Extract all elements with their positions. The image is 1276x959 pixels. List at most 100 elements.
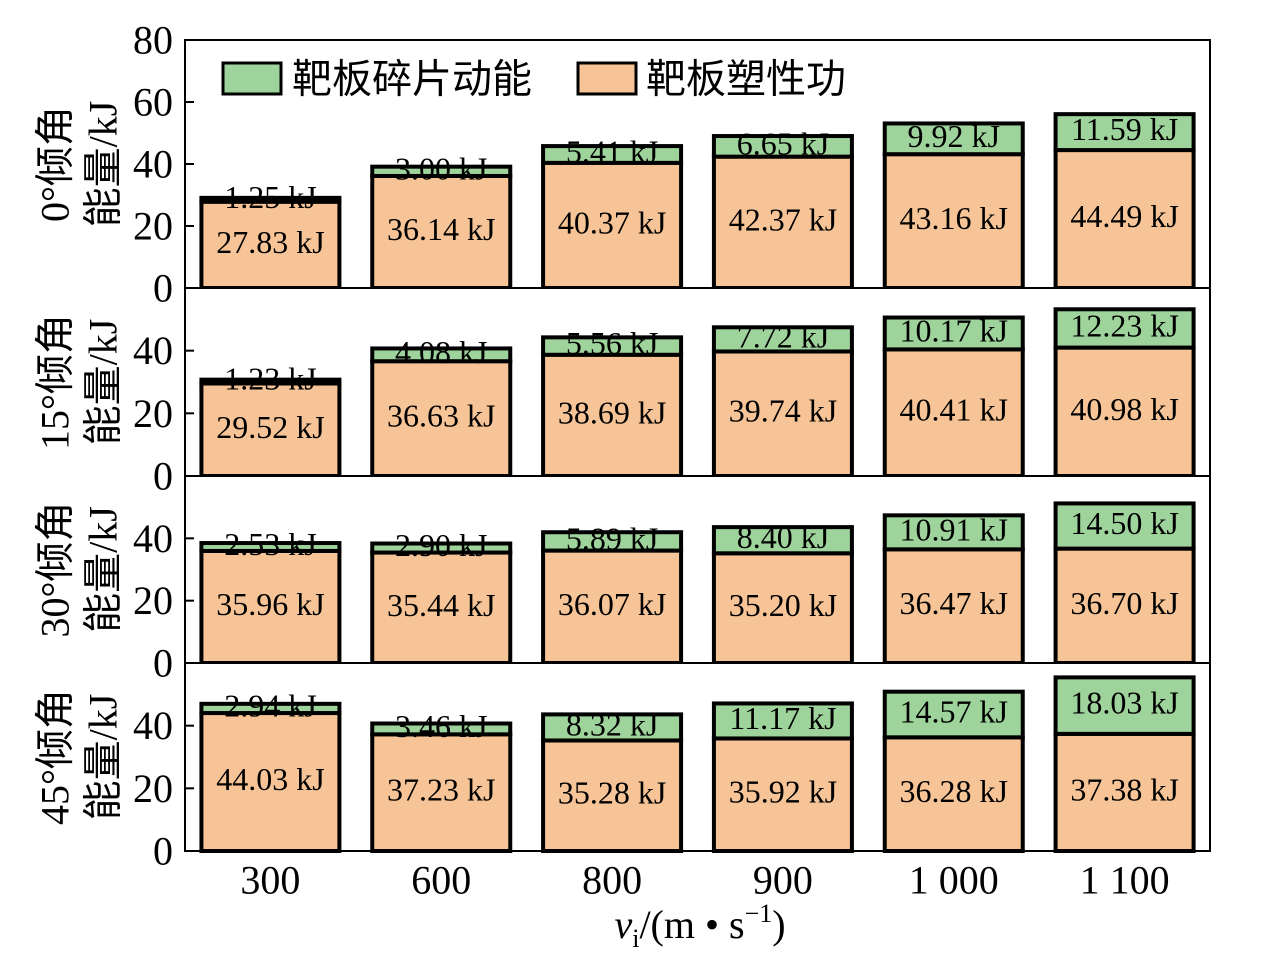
legend-label-plastic-work: 靶板塑性功 xyxy=(646,57,846,102)
panel-3-frame xyxy=(184,662,1211,852)
panel-0-data-label-plastic-work-5: 44.49 kJ xyxy=(1070,198,1178,234)
panel-3-data-label-plastic-work-5: 37.38 kJ xyxy=(1070,771,1178,807)
panel-0-bar-plastic-work-2 xyxy=(541,160,684,290)
panel-2-bar-plastic-work-0 xyxy=(199,548,342,666)
panel-0-bar-fragment-kinetic-energy-0 xyxy=(199,195,342,204)
panel-0-bar-fragment-kinetic-energy-4 xyxy=(882,121,1025,157)
panel-1-data-label-fragment-kinetic-energy-3: 7.72 kJ xyxy=(737,318,829,354)
panel-1-data-label-fragment-kinetic-energy-1: 4.08 kJ xyxy=(395,334,487,370)
panel-3-data-label-fragment-kinetic-energy-5: 18.03 kJ xyxy=(1070,685,1178,721)
panel-0-ylabel-line-1: 0°倾角 xyxy=(33,106,78,222)
xtick-label-1: 600 xyxy=(411,858,471,903)
panel-1-ylabel-line-1: 15°倾角 xyxy=(33,314,78,450)
panel-2-bar-fragment-kinetic-energy-5 xyxy=(1053,501,1196,551)
legend-label-fragment-kinetic-energy: 靶板碎片动能 xyxy=(292,57,532,102)
panel-3-data-label-plastic-work-0: 44.03 kJ xyxy=(216,761,324,797)
panel-3-data-label-plastic-work-4: 36.28 kJ xyxy=(900,773,1008,809)
panel-3-data-label-fragment-kinetic-energy-3: 11.17 kJ xyxy=(729,700,836,736)
panel-3-data-label-fragment-kinetic-energy-0: 2.94 kJ xyxy=(224,687,316,723)
panel-1-data-label-fragment-kinetic-energy-5: 12.23 kJ xyxy=(1070,307,1178,343)
panel-0-data-label-plastic-work-4: 43.16 kJ xyxy=(900,200,1008,236)
panel-2-ytick-label-40: 40 xyxy=(133,516,173,561)
panel-2-data-label-fragment-kinetic-energy-4: 10.91 kJ xyxy=(900,511,1008,547)
panel-0-bar-fragment-kinetic-energy-5 xyxy=(1053,112,1196,153)
panel-2-data-label-plastic-work-1: 35.44 kJ xyxy=(387,587,495,623)
panel-0-background xyxy=(185,40,1210,288)
panel-1-bar-fragment-kinetic-energy-5 xyxy=(1053,307,1196,350)
panel-2-data-label-plastic-work-4: 36.47 kJ xyxy=(900,585,1008,621)
panel-2-ylabel-line-1: 30°倾角 xyxy=(33,502,78,638)
panel-2-ytick-label-20: 20 xyxy=(133,578,173,623)
xtick-label-5: 1 100 xyxy=(1080,858,1170,903)
panel-1-data-label-fragment-kinetic-energy-0: 1.23 kJ xyxy=(224,361,316,397)
panel-1-bar-fragment-kinetic-energy-4 xyxy=(882,315,1025,352)
panel-2-bar-fragment-kinetic-energy-3 xyxy=(711,525,854,556)
panel-1-ytick-label-20: 20 xyxy=(133,391,173,436)
panel-3-ylabel-line-1: 45°倾角 xyxy=(33,689,78,825)
panel-2-data-label-fragment-kinetic-energy-1: 2.90 kJ xyxy=(395,527,487,563)
panel-3-data-label-fragment-kinetic-energy-2: 8.32 kJ xyxy=(566,706,658,742)
panel-1-bar-fragment-kinetic-energy-3 xyxy=(711,325,854,354)
xtick-label-2: 800 xyxy=(582,858,642,903)
panel-0-data-label-plastic-work-2: 40.37 kJ xyxy=(558,204,666,240)
x-axis-title-unit: /(m • s xyxy=(639,902,744,947)
panel-1-data-label-fragment-kinetic-energy-2: 5.56 kJ xyxy=(566,325,658,361)
panel-3-bar-fragment-kinetic-energy-4 xyxy=(882,689,1025,740)
panel-1-bar-plastic-work-5 xyxy=(1053,345,1196,479)
panel-3-bar-fragment-kinetic-energy-5 xyxy=(1053,675,1196,736)
panel-1-bar-fragment-kinetic-energy-1 xyxy=(370,346,513,364)
panel-3-bar-fragment-kinetic-energy-1 xyxy=(370,721,513,737)
panel-1-ytick-label-0: 0 xyxy=(153,454,173,499)
panel-2-data-label-fragment-kinetic-energy-2: 5.89 kJ xyxy=(566,520,658,556)
panel-3-ytick-label-20: 20 xyxy=(133,766,173,811)
panel-2-background xyxy=(185,476,1210,663)
panel-0-ytick-label-80: 80 xyxy=(133,18,173,63)
panel-0-bar-fragment-kinetic-energy-3 xyxy=(711,134,854,159)
panel-2-data-label-fragment-kinetic-energy-5: 14.50 kJ xyxy=(1070,505,1178,541)
xtick-label-0: 300 xyxy=(240,858,300,903)
panel-1-bar-plastic-work-3 xyxy=(711,349,854,478)
panel-0: 0 20 40 60 80 27.83 kJ 36.14 kJ 40.37 kJ 42.37 k… xyxy=(33,18,1211,311)
panel-2-data-label-plastic-work-5: 36.70 kJ xyxy=(1070,585,1178,621)
x-axis-title-variable: v xyxy=(614,902,632,947)
panel-2-data-label-plastic-work-0: 35.96 kJ xyxy=(216,586,324,622)
panel-0-ytick-label-60: 60 xyxy=(133,80,173,125)
panel-3-ytick-label-0: 0 xyxy=(153,829,173,874)
panel-2-bar-plastic-work-5 xyxy=(1053,546,1196,666)
panel-3-bar-fragment-kinetic-energy-0 xyxy=(199,701,342,716)
panel-2-data-label-fragment-kinetic-energy-3: 8.40 kJ xyxy=(737,519,829,555)
panel-0-bar-fragment-kinetic-energy-2 xyxy=(541,144,684,165)
panel-2-bar-fragment-kinetic-energy-0 xyxy=(199,541,342,553)
panel-0-data-label-fragment-kinetic-energy-3: 6.65 kJ xyxy=(737,125,829,161)
panel-2-bar-fragment-kinetic-energy-4 xyxy=(882,513,1025,552)
panel-1-data-label-plastic-work-4: 40.41 kJ xyxy=(900,392,1008,428)
panel-2-data-label-plastic-work-3: 35.20 kJ xyxy=(729,587,837,623)
x-axis-title: vi/(m • s−1) xyxy=(614,899,785,953)
panel-0-data-label-plastic-work-1: 36.14 kJ xyxy=(387,211,495,247)
legend-swatch-plastic-work xyxy=(576,61,638,96)
panel-1-bar-fragment-kinetic-energy-2 xyxy=(541,335,684,357)
panel-2-ytick-label-0: 0 xyxy=(153,641,173,686)
panel-3-bar-fragment-kinetic-energy-2 xyxy=(541,712,684,743)
legend-swatch-fragment-kinetic-energy xyxy=(221,61,283,96)
panel-3-data-label-plastic-work-3: 35.92 kJ xyxy=(729,774,837,810)
panel-1-bar-plastic-work-1 xyxy=(370,359,513,479)
panel-1-data-label-fragment-kinetic-energy-4: 10.17 kJ xyxy=(900,312,1008,348)
panel-3-data-label-plastic-work-1: 37.23 kJ xyxy=(387,772,495,808)
panel-1-bar-fragment-kinetic-energy-0 xyxy=(199,377,342,386)
xtick-label-4: 1 000 xyxy=(909,858,999,903)
legend: 靶板碎片动能 靶板塑性功 xyxy=(221,57,846,102)
panel-1-background xyxy=(185,288,1210,476)
panel-1-data-label-plastic-work-1: 36.63 kJ xyxy=(387,398,495,434)
x-axis-title-close: ) xyxy=(772,902,785,947)
panel-3-ylabel-line-2: 能量/kJ xyxy=(81,694,126,821)
panel-3-bar-plastic-work-1 xyxy=(370,732,513,854)
panel-0-data-label-fragment-kinetic-energy-4: 9.92 kJ xyxy=(908,118,1000,154)
panel-0-ytick-label-20: 20 xyxy=(133,204,173,249)
panel-3-data-label-plastic-work-2: 35.28 kJ xyxy=(558,775,666,811)
panel-1-ylabel-line-2: 能量/kJ xyxy=(81,319,126,446)
panel-2-bar-plastic-work-1 xyxy=(370,550,513,666)
xtick-label-3: 900 xyxy=(753,858,813,903)
panel-1-data-label-plastic-work-2: 38.69 kJ xyxy=(558,394,666,430)
